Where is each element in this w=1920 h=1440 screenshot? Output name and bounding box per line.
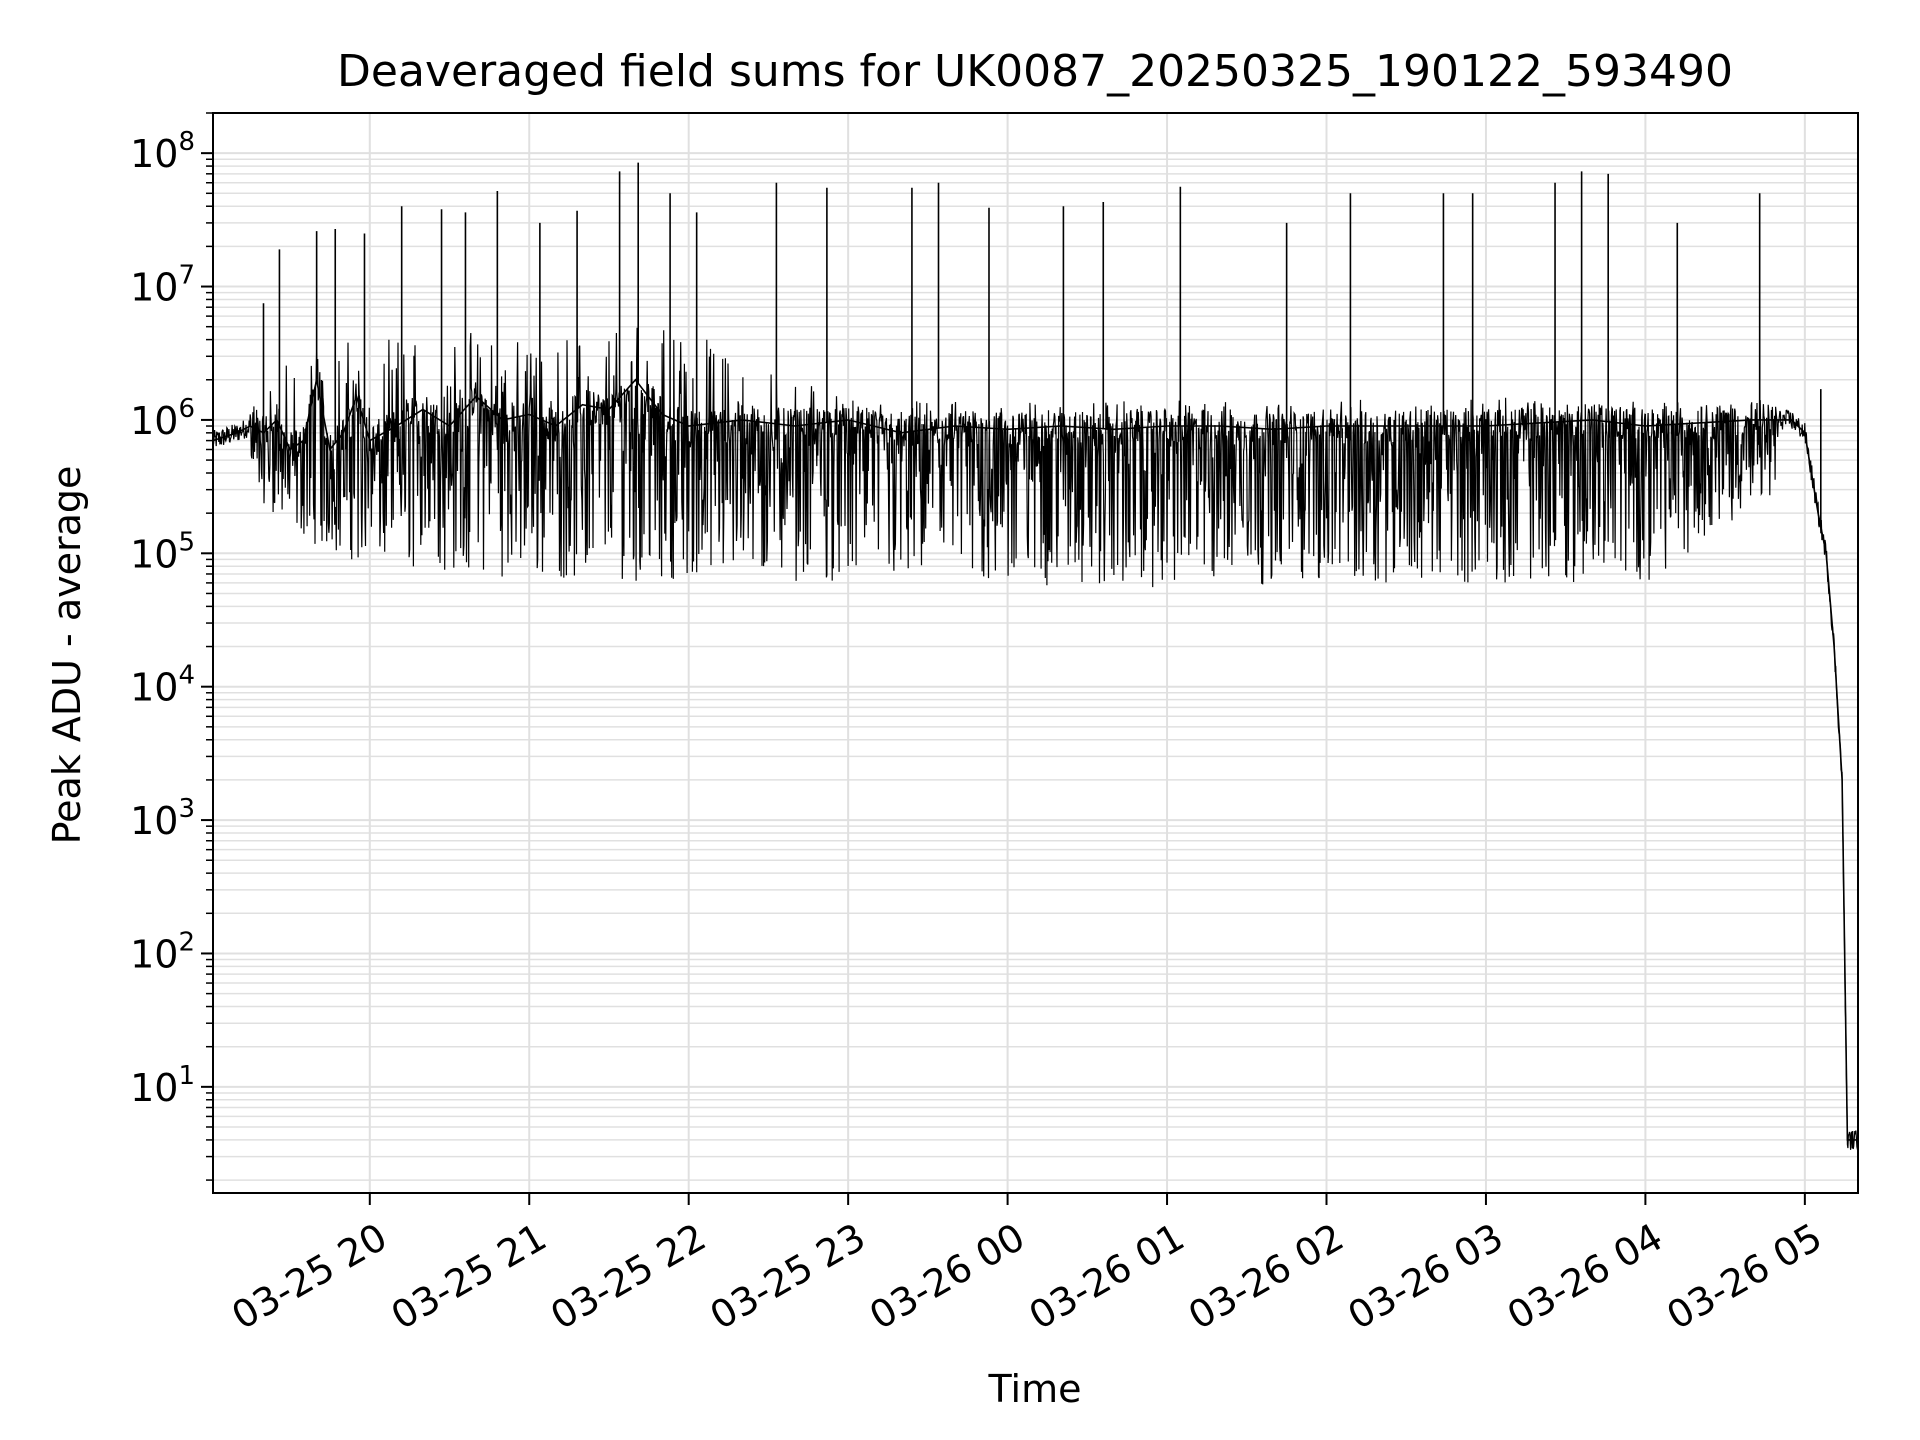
y-tick-label: 101 xyxy=(130,1061,195,1110)
y-tick-label: 105 xyxy=(130,527,195,576)
y-tick-label: 103 xyxy=(130,794,195,843)
y-tick-label: 104 xyxy=(130,661,195,710)
grid xyxy=(213,112,1858,1193)
y-axis: 101 102 103 104 105 106 107 108 xyxy=(130,112,213,1181)
series-noise-trace xyxy=(212,327,1859,1150)
y-tick-label: 108 xyxy=(130,127,195,176)
chart-title: Deaveraged field sums for UK0087_2025032… xyxy=(337,46,1733,97)
y-tick-label: 107 xyxy=(130,261,195,310)
y-tick-label: 102 xyxy=(130,927,195,976)
x-axis-label: Time xyxy=(988,1367,1082,1411)
series-line xyxy=(212,378,1858,1141)
data-layer xyxy=(212,162,1859,1150)
y-tick-label: 106 xyxy=(130,394,195,443)
y-axis-label: Peak ADU - average xyxy=(45,466,89,845)
plot-frame xyxy=(212,112,1859,1194)
